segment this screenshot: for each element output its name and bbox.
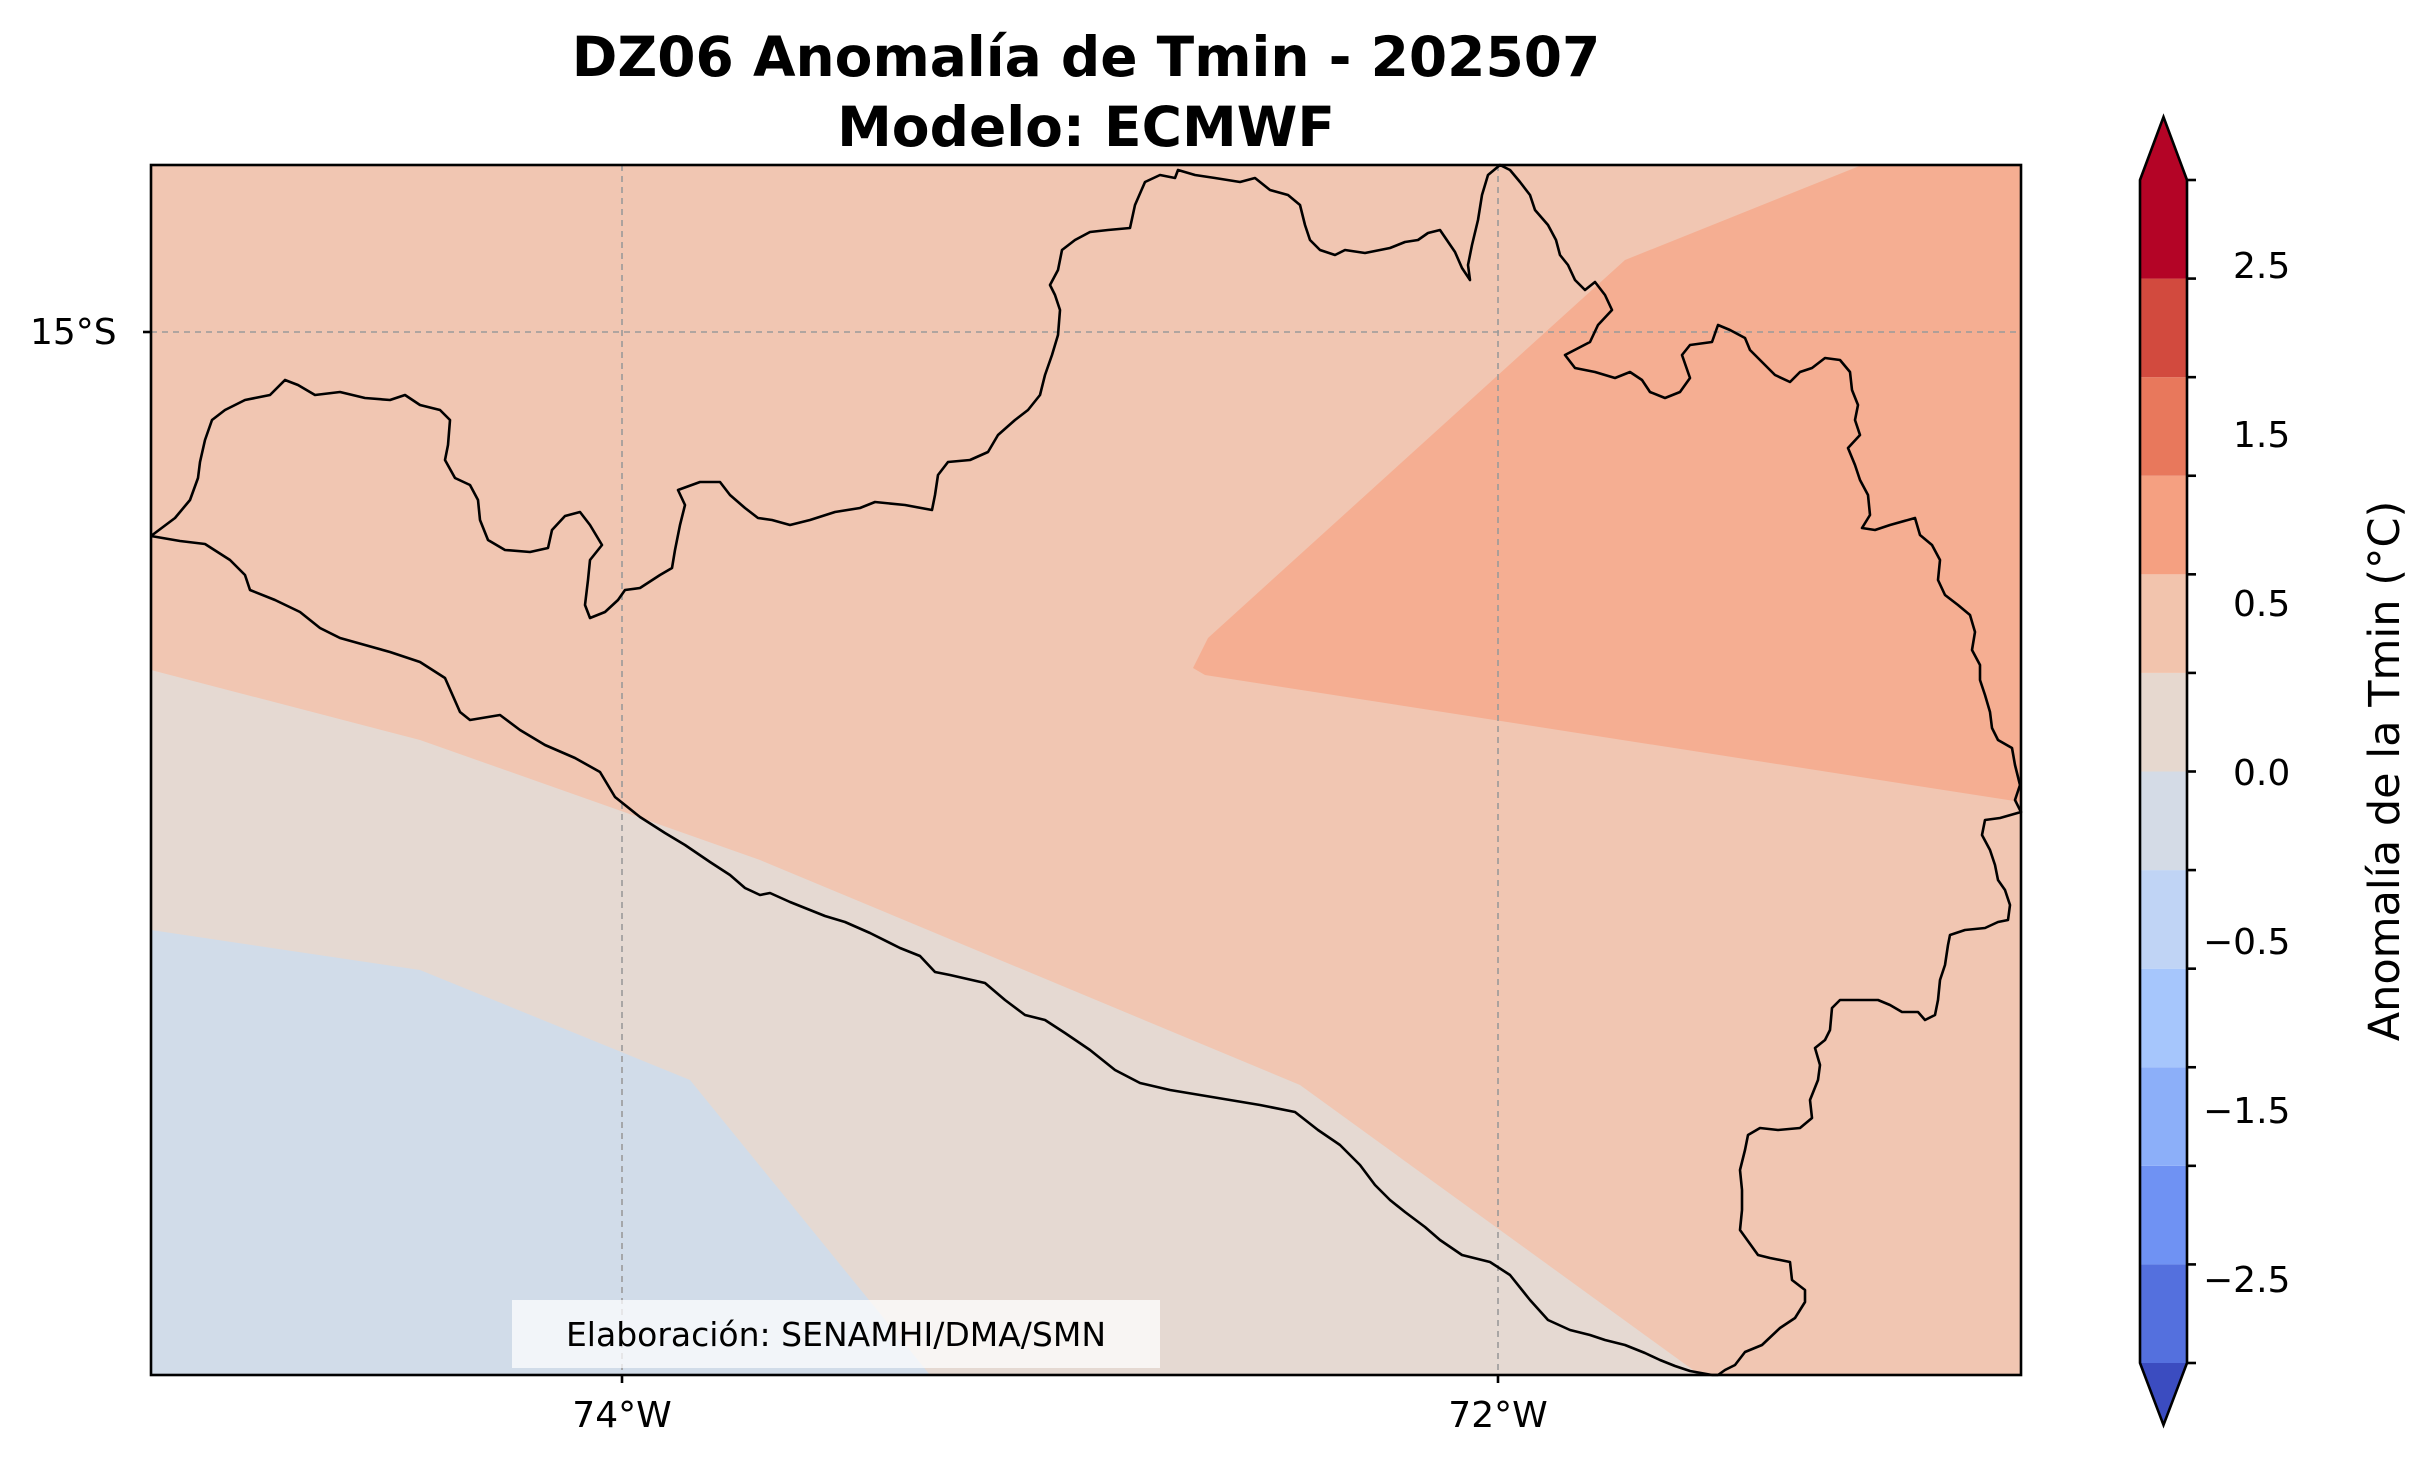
map-title: DZ06 Anomalía de Tmin - 202507 bbox=[571, 25, 1601, 89]
colorbar-band bbox=[2140, 1264, 2187, 1363]
negative-anomaly-region bbox=[151, 930, 930, 1375]
colorbar-tick-label: 0.0 bbox=[2233, 753, 2291, 794]
colorbar-band bbox=[2140, 377, 2187, 476]
colorbar bbox=[2138, 113, 2196, 1429]
colorbar-band bbox=[2140, 574, 2187, 673]
anomaly-field bbox=[151, 165, 2021, 1375]
colorbar-extend-min bbox=[2140, 1363, 2187, 1425]
colorbar-band bbox=[2140, 870, 2187, 969]
colorbar-band bbox=[2140, 771, 2187, 871]
colorbar-extend-max bbox=[2140, 117, 2187, 180]
colorbar-band bbox=[2140, 475, 2187, 575]
lon-tick-label: 72°W bbox=[1448, 1395, 1548, 1436]
colorbar-band bbox=[2140, 672, 2187, 772]
colorbar-tick-label: −0.5 bbox=[2203, 922, 2291, 963]
lon-tick-label: 74°W bbox=[572, 1395, 672, 1436]
colorbar-band bbox=[2140, 180, 2187, 279]
map-axis-ticks bbox=[143, 330, 1500, 1383]
map-frame bbox=[149, 163, 2023, 1377]
colorbar-band bbox=[2140, 968, 2187, 1068]
map-subtitle: Modelo: ECMWF bbox=[837, 95, 1335, 159]
region-boundary bbox=[150, 163, 2023, 1377]
colorbar-tick-label: −2.5 bbox=[2203, 1260, 2291, 1301]
colorbar-tick-label: −1.5 bbox=[2203, 1091, 2291, 1132]
gridlines bbox=[151, 165, 2021, 1375]
lat-tick-label: 15°S bbox=[30, 312, 117, 353]
colorbar-band bbox=[2140, 278, 2187, 378]
colorbar-band bbox=[2140, 1165, 2187, 1265]
colorbar-title: Anomalía de la Tmin (°C) bbox=[2360, 500, 2410, 1042]
colorbar-band bbox=[2140, 1067, 2187, 1166]
credit-label: Elaboración: SENAMHI/DMA/SMN bbox=[512, 1300, 1160, 1368]
moderate-positive-anomaly-region bbox=[1193, 165, 2021, 802]
colorbar-tick-label: 2.5 bbox=[2233, 246, 2291, 287]
coastline bbox=[150, 534, 1713, 1377]
colorbar-tick-label: 1.5 bbox=[2233, 415, 2291, 456]
colorbar-tick-label: 0.5 bbox=[2233, 584, 2291, 625]
